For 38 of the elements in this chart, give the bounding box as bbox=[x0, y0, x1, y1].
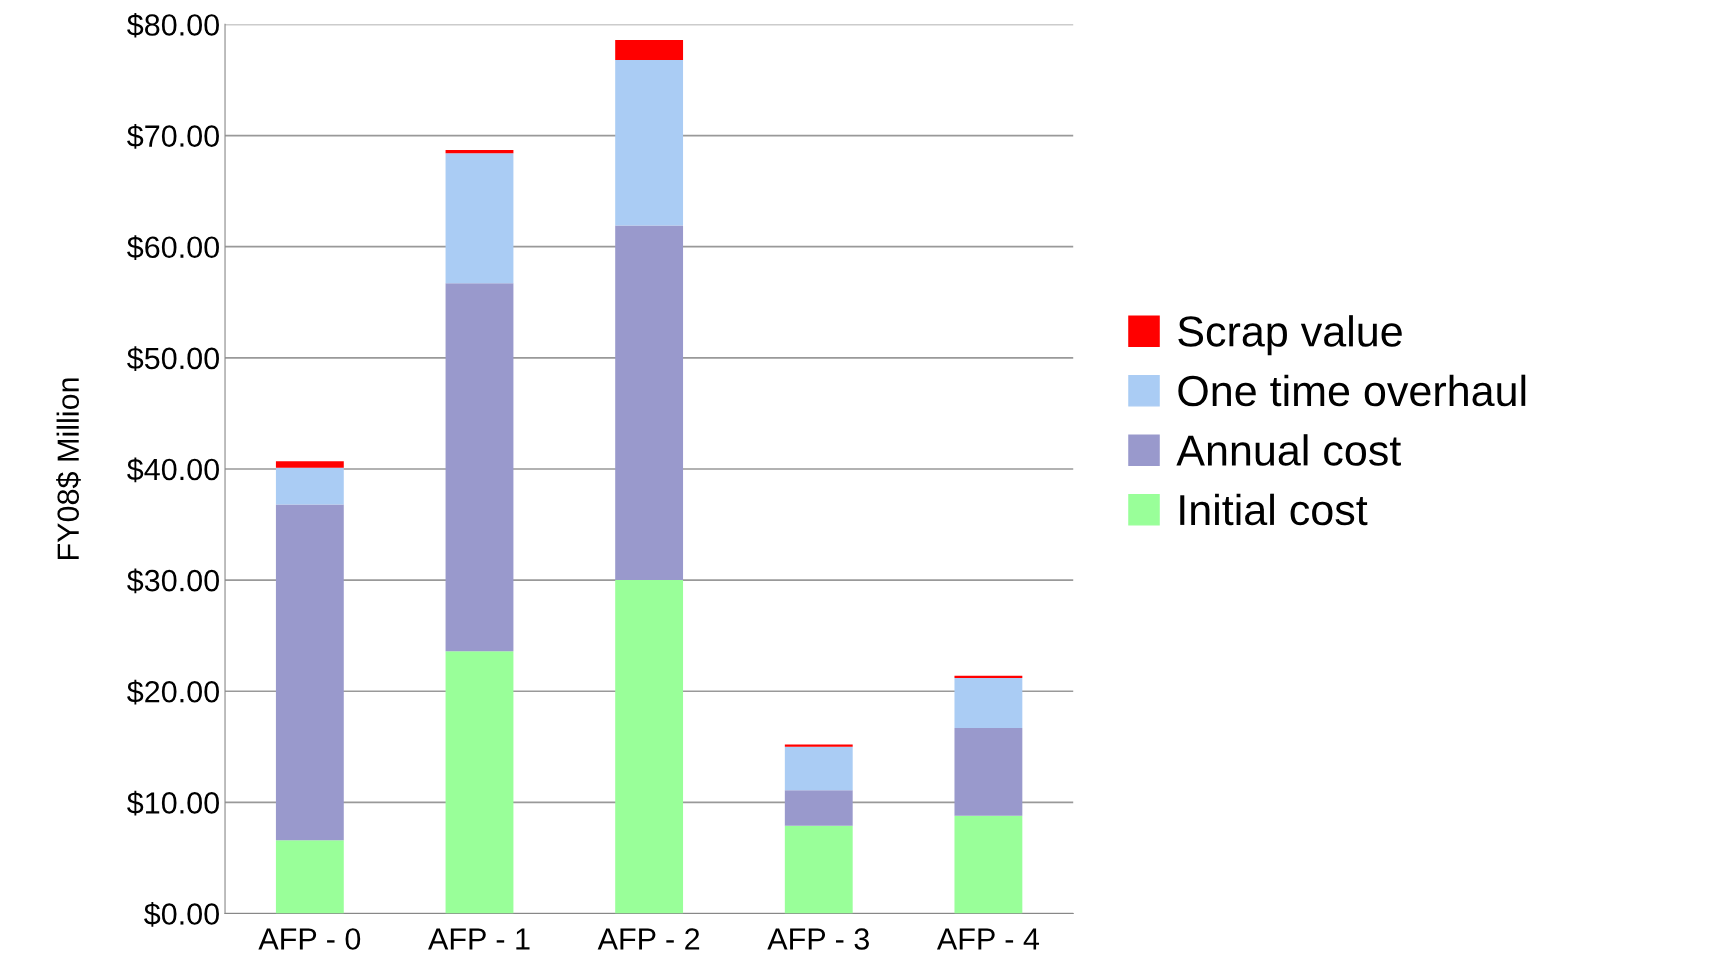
bar bbox=[784, 790, 853, 826]
x-tick-label: AFP - 2 bbox=[597, 928, 700, 950]
legend-label: Initial cost bbox=[1180, 493, 1368, 526]
bar bbox=[275, 461, 344, 468]
bar bbox=[954, 677, 1023, 728]
y-tick-label: $20.00 bbox=[127, 679, 219, 705]
y-axis-title: FY08$ Million bbox=[56, 378, 81, 559]
x-tick-label: AFP - 0 bbox=[258, 928, 361, 950]
bar bbox=[954, 727, 1023, 816]
x-tick-label: AFP - 4 bbox=[936, 928, 1040, 950]
legend-label: One time overhaul bbox=[1178, 374, 1526, 407]
bar bbox=[275, 504, 344, 841]
bar bbox=[784, 744, 853, 747]
bar bbox=[275, 467, 344, 505]
bar bbox=[615, 39, 684, 60]
y-tick-label: $60.00 bbox=[127, 235, 219, 260]
y-tick-label: $0.00 bbox=[144, 901, 219, 927]
y-tick-label: $50.00 bbox=[127, 346, 219, 372]
bar bbox=[954, 815, 1023, 914]
bar bbox=[954, 675, 1023, 678]
bar bbox=[784, 825, 853, 914]
y-tick-label: $80.00 bbox=[127, 12, 219, 38]
y-tick-label: $30.00 bbox=[127, 568, 219, 594]
bar bbox=[615, 59, 684, 226]
bar bbox=[615, 580, 684, 914]
bar bbox=[445, 283, 514, 652]
y-tick-label: $70.00 bbox=[127, 124, 219, 149]
x-tick-label: AFP - 3 bbox=[767, 928, 869, 950]
x-tick-label: AFP - 1 bbox=[428, 928, 530, 950]
bar bbox=[275, 840, 344, 914]
y-tick-label: $10.00 bbox=[127, 790, 219, 816]
bar bbox=[445, 651, 514, 914]
bar bbox=[784, 746, 853, 791]
legend-label: Scrap value bbox=[1178, 315, 1402, 356]
bar bbox=[445, 153, 514, 284]
bar bbox=[615, 225, 684, 581]
y-tick-label: $40.00 bbox=[127, 457, 219, 483]
legend-label: Annual cost bbox=[1176, 434, 1401, 466]
